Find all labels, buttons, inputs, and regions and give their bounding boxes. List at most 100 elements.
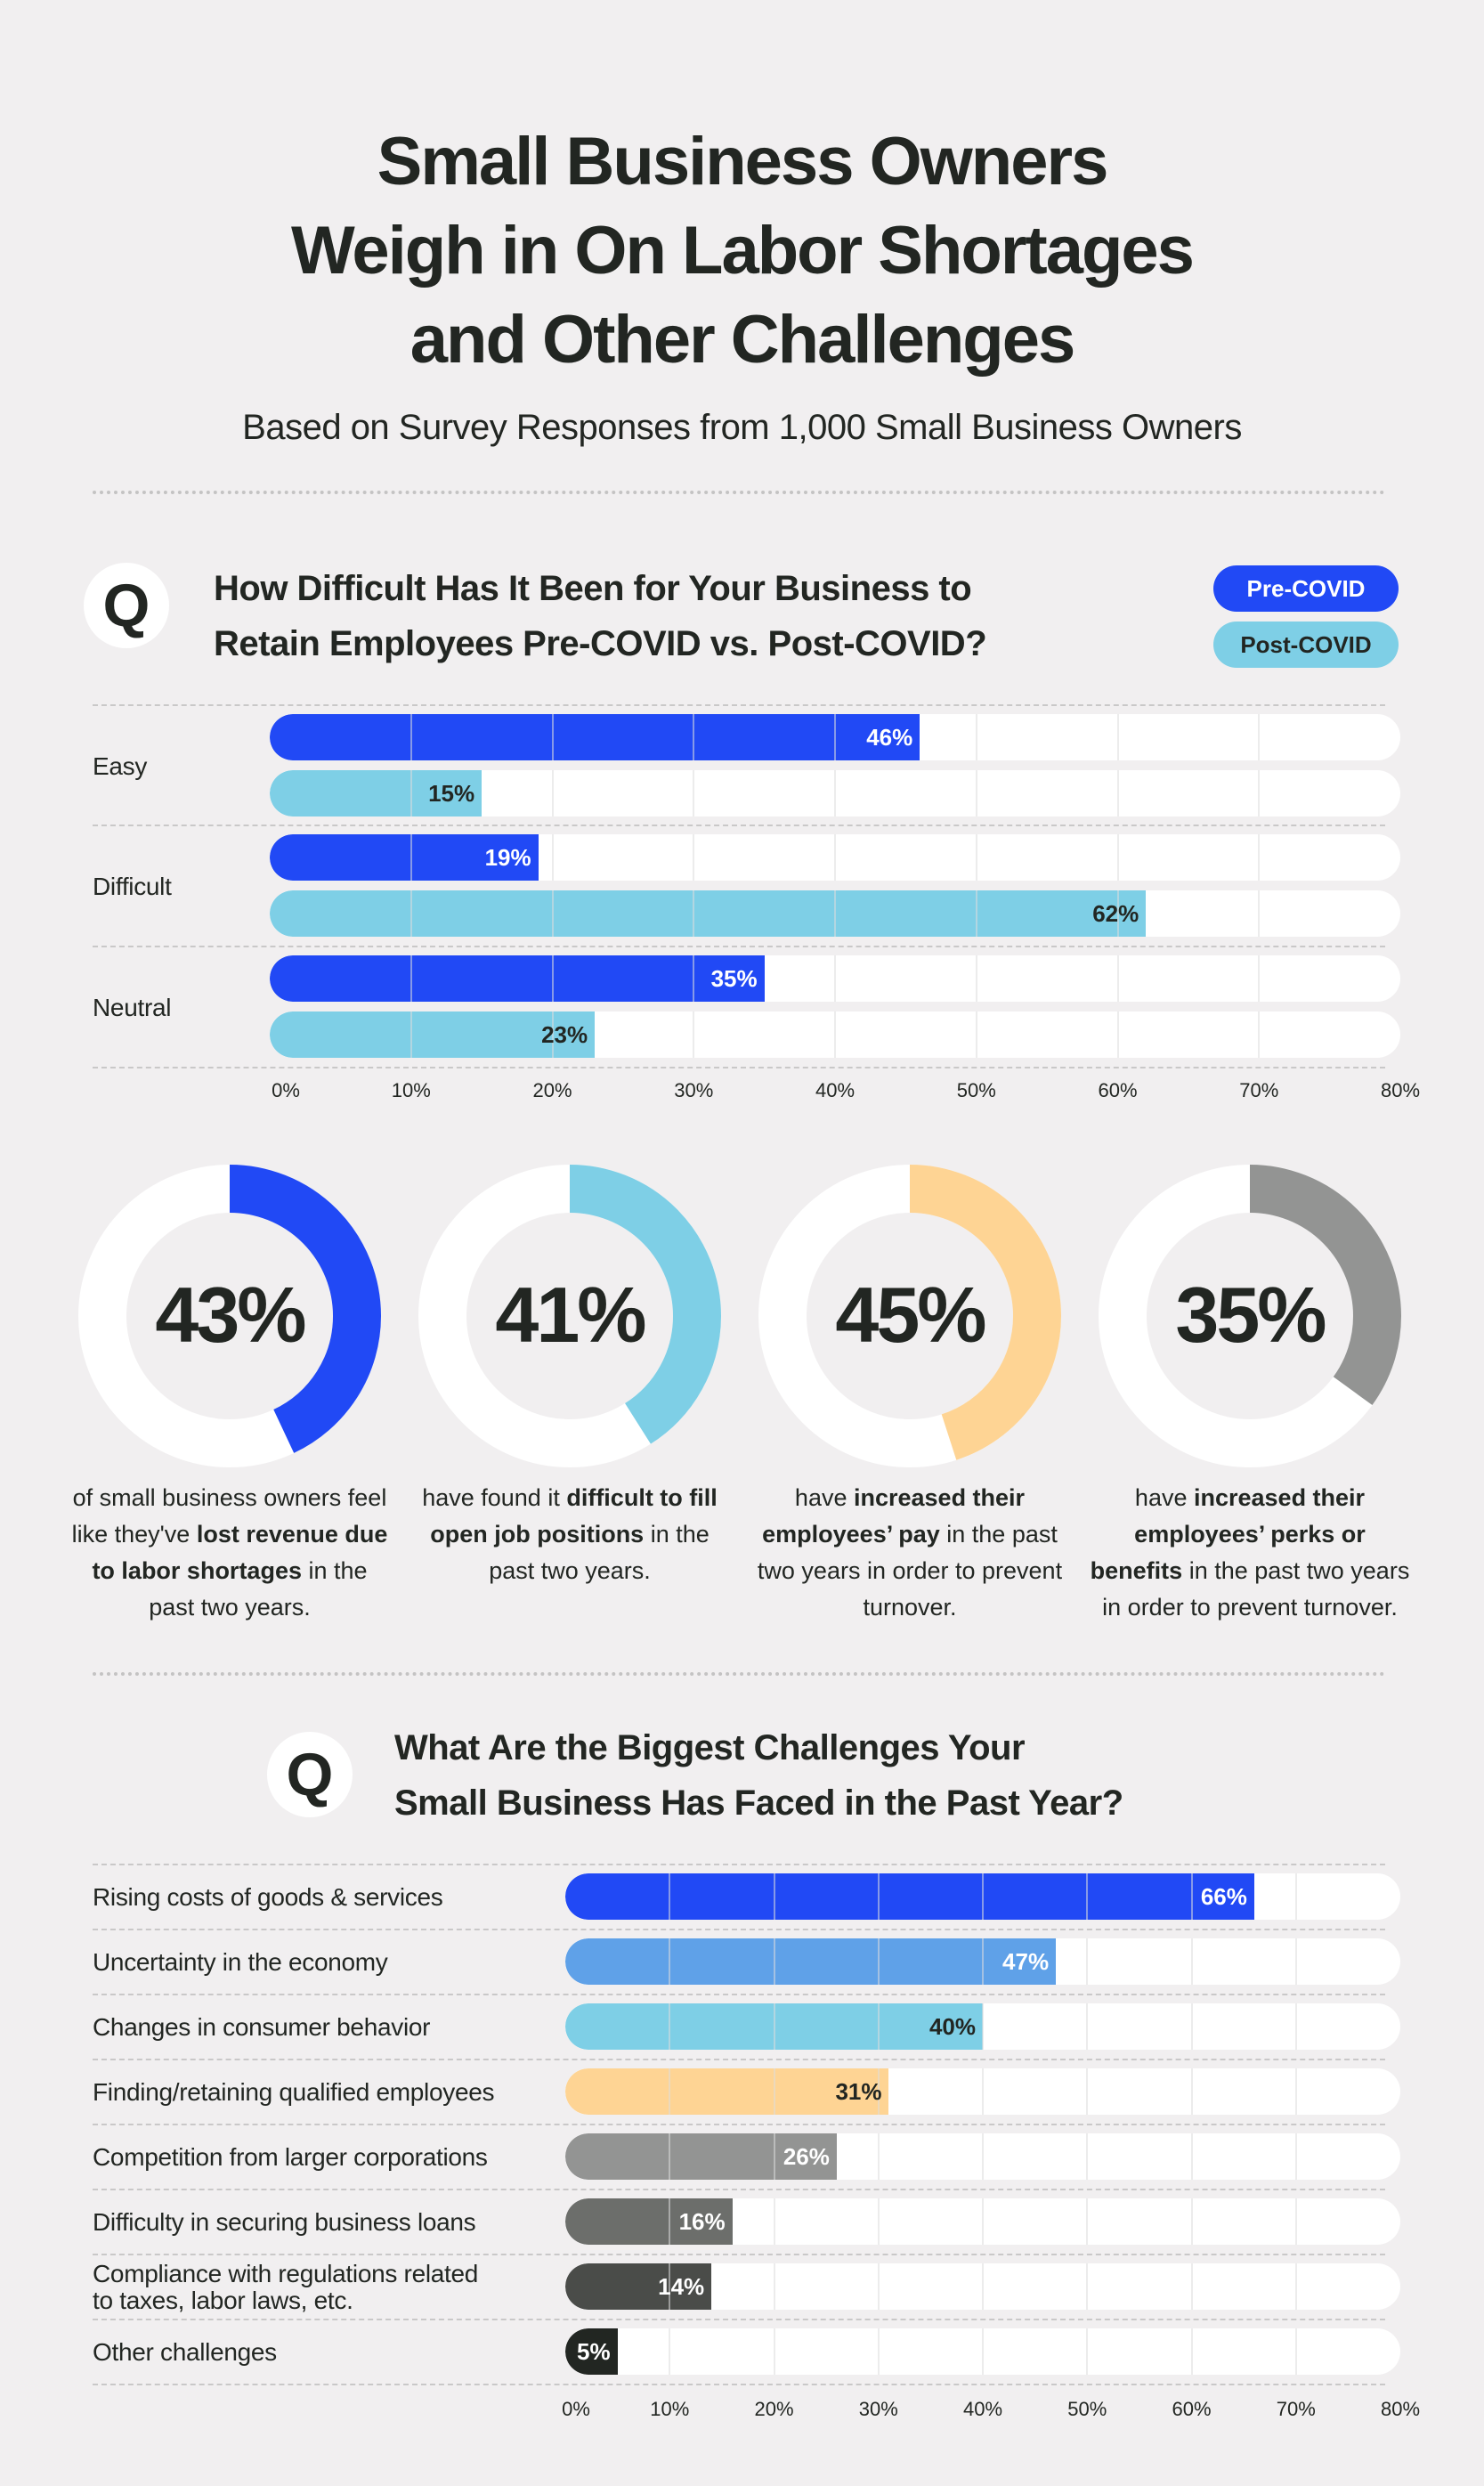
gridline	[773, 2133, 775, 2180]
gridline	[1190, 2068, 1193, 2115]
gridline	[551, 770, 554, 816]
donut-ring	[1099, 1165, 1401, 1467]
question-2-line-1: What Are the Biggest Challenges Your	[394, 1728, 1026, 1767]
axis-tick-label: 0%	[562, 2398, 590, 2420]
gridline	[410, 1011, 412, 1058]
gridline	[1116, 1011, 1119, 1058]
page-title: Small Business Owners Weigh in On Labor …	[0, 118, 1484, 385]
gridline	[877, 1938, 880, 1985]
gridline	[834, 770, 836, 816]
gridline	[693, 834, 695, 881]
gridline	[1190, 2198, 1193, 2245]
subtitle: Based on Survey Responses from 1,000 Sma…	[242, 408, 1242, 447]
gridline	[1258, 834, 1261, 881]
gridline	[877, 2198, 880, 2245]
gridline	[1294, 2068, 1297, 2115]
gridline	[669, 1938, 671, 1985]
caption-text: increased their employees’ pay	[762, 1484, 1026, 1548]
divider	[93, 491, 1385, 494]
axis-tick-label: 30%	[858, 2398, 898, 2420]
gridline	[975, 714, 977, 760]
caption-text: lost revenue due to labor shortages	[92, 1521, 388, 1584]
gridline	[1258, 955, 1261, 1002]
gridline	[834, 834, 836, 881]
bar-track: 62%	[270, 890, 1400, 937]
axis-tick-label: 50%	[956, 1079, 996, 1101]
gridline	[982, 1938, 984, 1985]
question-1-heading: How Difficult Has It Been for Your Busin…	[214, 561, 1148, 671]
gridline	[1086, 2328, 1089, 2375]
axis-tick-label: 40%	[815, 1079, 856, 1101]
gridline	[1190, 1873, 1193, 1920]
donut-chart: 35%	[1099, 1165, 1401, 1467]
gridline	[834, 1011, 836, 1058]
caption-text: increased their employees’ perks or bene…	[1090, 1484, 1366, 1584]
gridline	[693, 714, 695, 760]
bar-value-label: 66%	[1200, 1882, 1247, 1910]
gridline	[877, 2003, 880, 2050]
divider	[93, 946, 1385, 947]
bar-track: 15%	[270, 770, 1400, 816]
title-line-2: Weigh in On Labor Shortages	[291, 213, 1195, 288]
stat-value: 41%	[495, 1271, 646, 1359]
bar-fill	[270, 834, 539, 881]
gridline	[551, 1011, 554, 1058]
bar-fill	[270, 955, 765, 1002]
bar-value-label: 46%	[866, 723, 913, 751]
caption-text: in the past two years in order to preven…	[757, 1521, 1063, 1621]
bar-track: 40%	[565, 2003, 1400, 2050]
bar-value-label: 23%	[541, 1020, 588, 1048]
divider	[93, 2059, 1385, 2060]
gridline	[551, 955, 554, 1002]
bar-value-label: 16%	[678, 2207, 726, 2235]
caption-text: have	[794, 1484, 854, 1511]
bar-fill	[565, 2263, 712, 2310]
axis-tick-label: 70%	[1239, 1079, 1279, 1101]
bar-track: 23%	[270, 1011, 1400, 1058]
gridline	[982, 2133, 984, 2180]
bar-fill	[565, 1873, 1254, 1920]
gridline	[834, 714, 836, 760]
caption-text: in the past two years in order to preven…	[1102, 1557, 1410, 1621]
divider	[93, 1929, 1385, 1930]
stat-caption: have increased their employees’ perks or…	[1090, 1480, 1410, 1626]
donut-ring	[418, 1165, 721, 1467]
axis-tick-label: 40%	[962, 2398, 1003, 2420]
bar-track: 66%	[565, 1873, 1400, 1920]
gridline	[982, 2003, 984, 2050]
row-label: Compliance with regulations related to ta…	[93, 2260, 479, 2314]
axis-tick-label: 30%	[674, 1079, 714, 1101]
gridline	[1294, 2328, 1297, 2375]
gridline	[975, 890, 977, 937]
gridline	[1294, 2198, 1297, 2245]
gridline	[1190, 2133, 1193, 2180]
stat-caption: of small business owners feel like they'…	[69, 1480, 390, 1626]
row-label: Other challenges	[93, 2338, 277, 2366]
row-label: Easy	[93, 752, 148, 780]
bar-track: 35%	[270, 955, 1400, 1002]
caption-text: in the past two years.	[489, 1521, 710, 1584]
gridline	[1258, 1011, 1261, 1058]
bar-track: 47%	[565, 1938, 1400, 1985]
row-label: Neutral	[93, 994, 172, 1021]
gridline	[551, 890, 554, 937]
gridline	[1190, 2003, 1193, 2050]
gridline	[975, 834, 977, 881]
donut-chart: 43%	[78, 1165, 381, 1467]
bar-track: 26%	[565, 2133, 1400, 2180]
gridline	[982, 2328, 984, 2375]
gridline	[773, 2198, 775, 2245]
gridline	[1116, 834, 1119, 881]
axis-tick-label: 20%	[754, 2398, 794, 2420]
gridline	[551, 834, 554, 881]
question-2-heading: What Are the Biggest Challenges Your Sma…	[394, 1720, 1329, 1831]
gridline	[410, 955, 412, 1002]
gridline	[877, 2133, 880, 2180]
title-line-3: and Other Challenges	[410, 302, 1076, 378]
bar-fill	[565, 2328, 618, 2375]
divider	[93, 1864, 1385, 1865]
bar-track: 16%	[565, 2198, 1400, 2245]
legend-pre-covid: Pre-COVID	[1213, 565, 1399, 612]
gridline	[1294, 2133, 1297, 2180]
bar-value-label: 19%	[484, 843, 531, 871]
